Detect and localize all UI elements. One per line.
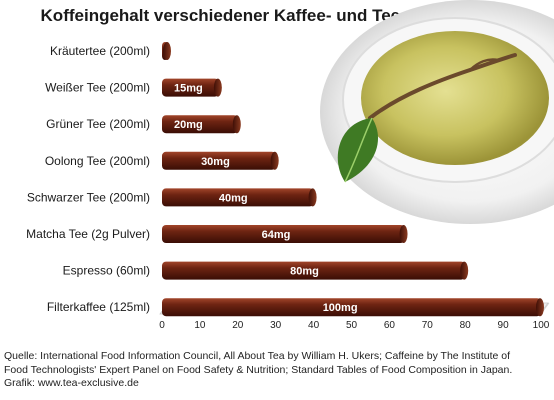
category-label: Weißer Tee (200ml): [45, 81, 150, 95]
category-label: Matcha Tee (2g Pulver): [26, 227, 150, 241]
x-tick-label: 30: [270, 320, 282, 331]
x-tick-label: 20: [232, 320, 244, 331]
category-label: Schwarzer Tee (200ml): [27, 190, 150, 204]
bar: [162, 261, 466, 280]
bar-value-label: 64mg: [262, 229, 291, 241]
x-tick-label: 90: [498, 320, 510, 331]
x-tick-label: 70: [422, 320, 434, 331]
bar-end-cap: [163, 42, 171, 60]
bar-end-cap: [308, 188, 317, 207]
category-labels: Kräutertee (200ml) Weißer Tee (200ml) Grün…: [26, 44, 150, 314]
category-label: Kräutertee (200ml): [50, 44, 150, 58]
bar: [162, 78, 219, 97]
bar-value-label: 80mg: [290, 266, 319, 278]
source-line-3: Grafik: www.tea-exclusive.de: [4, 377, 139, 389]
bar-value-label: 20mg: [174, 119, 203, 131]
bar-value-label: 100mg: [323, 302, 358, 314]
category-label: Oolong Tee (200ml): [45, 154, 150, 168]
bar-value-label: 15mg: [174, 83, 203, 95]
category-label: Grüner Tee (200ml): [46, 117, 150, 131]
bar-end-cap: [460, 261, 469, 280]
x-tick-label: 80: [460, 320, 472, 331]
x-tick-label: 10: [194, 320, 206, 331]
x-tick-label: 60: [384, 320, 396, 331]
x-tick-label: 100: [533, 320, 550, 331]
tea-cup-illustration: [320, 0, 554, 224]
x-tick-label: 50: [346, 320, 358, 331]
bar: [162, 225, 405, 243]
category-label: Filterkaffee (125ml): [47, 300, 150, 314]
x-tick-label: 0: [159, 320, 165, 331]
source-note: Quelle: International Food Information C…: [4, 350, 552, 391]
bar-end-cap: [270, 151, 279, 170]
bar-end-cap: [536, 298, 544, 317]
bar-end-cap: [399, 225, 408, 243]
bar-end-cap: [213, 78, 222, 97]
bar-value-label: 40mg: [219, 192, 248, 204]
category-label: Espresso (60ml): [63, 264, 150, 278]
x-axis-tick-labels: 0 10 20 30 40 50 60 70 80 90 100: [159, 320, 550, 331]
x-tick-label: 40: [308, 320, 320, 331]
bar: [162, 188, 314, 207]
bar: [162, 151, 276, 170]
bar-value-label: 30mg: [201, 156, 230, 168]
bar: [162, 115, 238, 134]
bars-group: 15mg 20mg 30mg 40mg 64mg 80mg 100mg: [162, 42, 544, 317]
bar-end-cap: [232, 115, 241, 134]
source-line-1: Quelle: International Food Information C…: [4, 350, 511, 362]
source-line-2: Food Technologists' Expert Panel on Food…: [4, 363, 513, 376]
bar: [162, 298, 541, 317]
